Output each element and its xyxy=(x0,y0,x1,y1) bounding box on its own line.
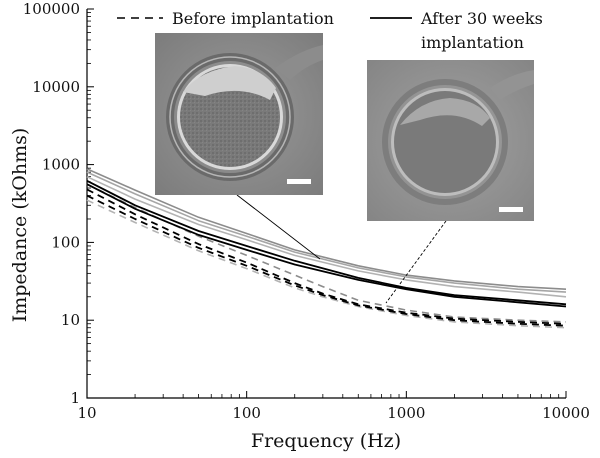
x-tick-label-100: 100 xyxy=(232,404,261,422)
x-axis-label: Frequency (Hz) xyxy=(251,430,401,452)
series-layer xyxy=(86,168,567,329)
x-tick-label-10: 10 xyxy=(77,404,96,422)
series-before-5-line xyxy=(86,188,567,325)
series-after-4-line xyxy=(86,175,567,298)
x-tick-label-1000: 1000 xyxy=(387,404,425,422)
series-before-6-line xyxy=(86,194,567,327)
legend-label-before: Before implantation xyxy=(172,9,334,28)
x-tick-label-10000: 10000 xyxy=(542,404,590,422)
legend: Before implantation After 30 weeks impla… xyxy=(117,9,543,52)
y-tick-label-1000: 1000 xyxy=(42,156,80,174)
series-after-2-line xyxy=(86,168,567,290)
y-tick-label-100000: 100000 xyxy=(23,0,80,18)
series-after-0-line xyxy=(86,179,567,306)
y-tick-label-1: 1 xyxy=(70,389,80,407)
legend-label-after-line2: implantation xyxy=(421,33,524,52)
inset-connector-after xyxy=(385,220,447,304)
y-tick-label-10000: 10000 xyxy=(32,78,80,96)
y-tick-label-100: 100 xyxy=(51,233,80,251)
y-axis-ticks: 1 10 100 1000 10000 100000 xyxy=(23,0,94,407)
y-tick-label-10: 10 xyxy=(61,311,80,329)
series-after-1-line xyxy=(86,183,567,308)
series-after-3-line xyxy=(86,171,567,293)
legend-label-after-line1: After 30 weeks xyxy=(420,9,543,28)
x-axis-ticks: 10 100 1000 10000 xyxy=(77,391,590,422)
series-before-8-line xyxy=(86,199,567,329)
inset-micrograph-after xyxy=(367,60,534,221)
inset-connector-before xyxy=(236,194,321,260)
scale-bar-after xyxy=(499,207,523,212)
inset-micrograph-before xyxy=(155,33,323,195)
y-axis-label: Impedance (kOhms) xyxy=(9,128,31,323)
scale-bar-before xyxy=(287,179,311,184)
